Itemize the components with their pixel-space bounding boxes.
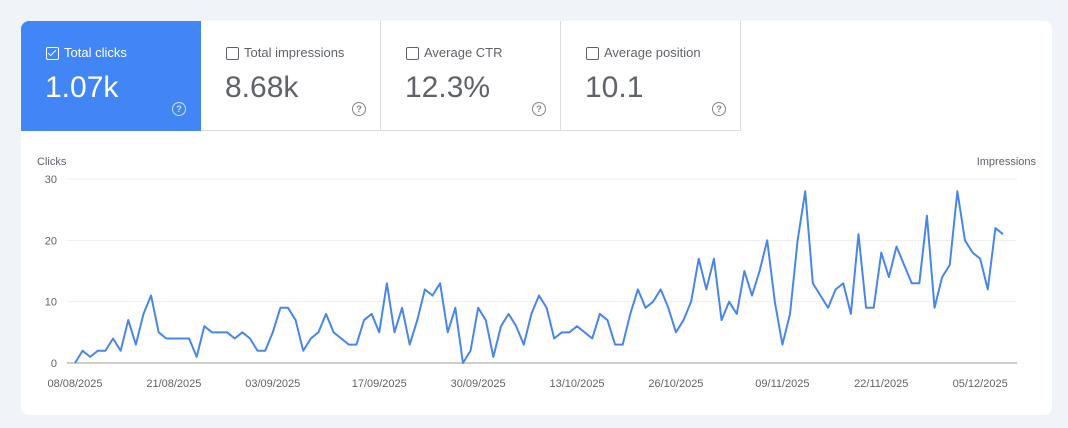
x-tick-label: 30/09/2025 bbox=[451, 378, 506, 390]
x-tick-label: 13/10/2025 bbox=[550, 378, 605, 390]
checkbox-icon[interactable] bbox=[226, 47, 239, 60]
grid-lines bbox=[67, 178, 1017, 364]
y-tick-label: 10 bbox=[45, 297, 57, 309]
y-axis-title: Clicks bbox=[37, 156, 67, 168]
x-tick-label: 21/08/2025 bbox=[146, 378, 201, 390]
series-line-clicks bbox=[74, 190, 1004, 364]
clicks-line-chart: Clicks Impressions 0 10 20 30 08/08/2025 21/… bbox=[37, 156, 1037, 390]
x-tick-label: 05/12/2025 bbox=[953, 378, 1008, 390]
x-tick-label: 17/09/2025 bbox=[352, 378, 407, 390]
x-tick-label: 22/11/2025 bbox=[854, 378, 908, 390]
checkbox-icon[interactable] bbox=[586, 47, 599, 60]
y-axis-title-right: Impressions bbox=[977, 156, 1037, 168]
help-circle-icon[interactable]: ? bbox=[352, 102, 366, 116]
help-circle-icon[interactable]: ? bbox=[532, 102, 546, 116]
metric-label: Total clicks bbox=[64, 45, 127, 60]
performance-card: Total clicks 1.07k ? Total impressions 8… bbox=[21, 21, 1052, 415]
metric-total-clicks[interactable]: Total clicks 1.07k ? bbox=[21, 21, 201, 131]
y-axis-ticks: 0 10 20 30 bbox=[45, 174, 57, 370]
metric-label: Average CTR bbox=[424, 45, 503, 60]
x-tick-label: 03/09/2025 bbox=[245, 378, 300, 390]
y-tick-label: 20 bbox=[45, 235, 57, 247]
metric-value: 12.3% bbox=[405, 71, 491, 104]
checkbox-checked-icon[interactable] bbox=[46, 47, 59, 60]
checkbox-icon[interactable] bbox=[406, 47, 419, 60]
help-circle-icon[interactable]: ? bbox=[172, 102, 186, 116]
y-tick-label: 30 bbox=[45, 174, 57, 186]
metric-label: Total impressions bbox=[244, 45, 345, 60]
x-tick-label: 08/08/2025 bbox=[47, 378, 102, 390]
x-tick-label: 26/10/2025 bbox=[648, 378, 703, 390]
metric-average-ctr[interactable]: Average CTR 12.3% ? bbox=[381, 21, 561, 131]
x-axis-ticks: 08/08/2025 21/08/2025 03/09/2025 17/09/2025… bbox=[47, 378, 1007, 390]
y-tick-label: 0 bbox=[51, 358, 57, 370]
metric-total-impressions[interactable]: Total impressions 8.68k ? bbox=[201, 21, 381, 131]
metric-value: 8.68k bbox=[225, 71, 299, 104]
metric-value: 1.07k bbox=[45, 71, 119, 104]
metric-tabs: Total clicks 1.07k ? Total impressions 8… bbox=[21, 21, 741, 131]
x-tick-label: 09/11/2025 bbox=[755, 378, 809, 390]
metric-value: 10.1 bbox=[585, 71, 644, 104]
help-circle-icon[interactable]: ? bbox=[712, 102, 726, 116]
metric-average-position[interactable]: Average position 10.1 ? bbox=[561, 21, 741, 131]
metric-label: Average position bbox=[604, 45, 701, 60]
